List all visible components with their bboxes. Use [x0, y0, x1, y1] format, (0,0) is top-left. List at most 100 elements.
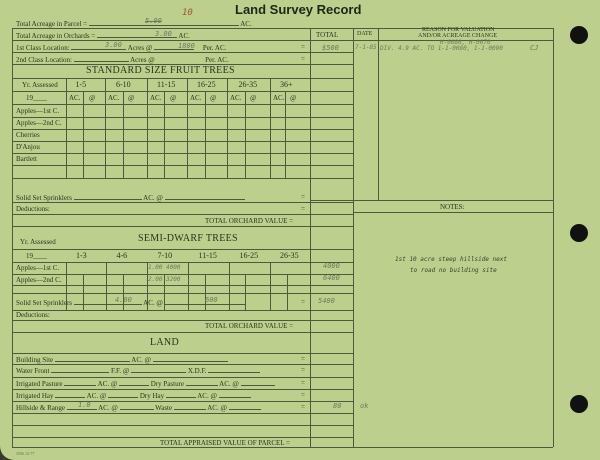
- standard-row-label: Apples—1st C.: [16, 107, 60, 115]
- first-class-acres[interactable]: 3.00: [105, 41, 122, 49]
- standard-range-header: 11-15: [157, 80, 176, 89]
- standard-row-label: Bartlett: [16, 155, 37, 163]
- standard-range-header: 1-5: [75, 80, 87, 89]
- total-appraised-label: TOTAL APPRAISED VALUE OF PARCEL =: [160, 439, 290, 447]
- land-title: LAND: [150, 337, 179, 348]
- row1-total[interactable]: $500: [322, 44, 339, 52]
- unit: AC.: [178, 32, 190, 40]
- deductions-label: Deductions:: [16, 205, 50, 213]
- ac-at: AC. @: [98, 404, 118, 412]
- standard-row-label: Cherries: [16, 131, 40, 139]
- ac-column-header: AC.: [273, 94, 285, 102]
- dry-pasture-label: Dry Pasture: [150, 380, 185, 388]
- semi-total-orchard-label: TOTAL ORCHARD VALUE =: [205, 322, 294, 330]
- semi-sprinklers-label: Solid Set Sprinklers: [16, 299, 73, 307]
- ac-at: AC. @: [143, 194, 163, 202]
- standard-yr-assessed: Yr. Assessed: [22, 81, 58, 89]
- semi-range-header: 1-3: [76, 251, 87, 260]
- semi-sprinklers-rate[interactable]: 600: [205, 296, 218, 304]
- eq: =: [301, 55, 305, 63]
- ac-at: AC. @: [97, 380, 118, 388]
- row1-initials[interactable]: CJ: [530, 44, 539, 52]
- eq: =: [301, 379, 305, 387]
- at-column-header: @: [128, 94, 135, 102]
- semi-row-apples-1st: Apples—1st C.: [16, 264, 60, 272]
- orchards-value[interactable]: 3.00: [155, 30, 172, 38]
- irrigated-hay-label: Irrigated Hay: [16, 392, 54, 400]
- xdf-label: X.D.F.: [187, 367, 207, 375]
- notes-line-1[interactable]: 1st 10 acre steep hillside next: [395, 256, 507, 263]
- semi-range-header: 16-25: [239, 251, 259, 260]
- at-column-header: @: [210, 94, 217, 102]
- per-ac: Per. AC.: [205, 56, 229, 64]
- semi-title: SEMI-DWARF TREES: [138, 233, 238, 244]
- semi-row2-total[interactable]: 6400: [323, 274, 340, 282]
- hillside-total[interactable]: 80: [333, 402, 342, 410]
- second-class-label: 2nd Class Location:: [16, 56, 72, 64]
- eq: =: [301, 298, 305, 306]
- semi-row-apples-2nd: Apples—2nd C.: [16, 276, 62, 284]
- semi-range-header: 11-15: [198, 251, 217, 260]
- building-site-label: Building Site: [16, 356, 54, 364]
- row1-date[interactable]: 7-1-85: [355, 44, 377, 51]
- standard-range-header: 36+: [280, 80, 293, 89]
- ac-at: AC. @: [207, 404, 227, 412]
- semi-yr-assessed: Yr. Assessed: [20, 238, 56, 246]
- semi-deductions-label: Deductions:: [16, 311, 50, 319]
- standard-range-header: 26-35: [238, 80, 258, 89]
- eq: =: [301, 366, 305, 374]
- at-column-header: @: [170, 94, 177, 102]
- at-column-header: @: [250, 94, 257, 102]
- semi-range-header: 7-10: [157, 251, 173, 260]
- hillside-note[interactable]: ok: [360, 402, 369, 410]
- eq: =: [301, 193, 305, 201]
- eq: =: [301, 43, 305, 51]
- row1-reason[interactable]: DIV. 4.9 AC. TO 1-1-0080, 1-1-0090: [380, 45, 503, 52]
- first-class-rate[interactable]: 1800: [178, 42, 195, 50]
- reason-header-1: REASON FOR VALUATION: [422, 27, 495, 33]
- at-column-header: @: [89, 94, 96, 102]
- binder-hole-bottom: [570, 395, 588, 413]
- standard-row-label: Apples—2nd C.: [16, 119, 62, 127]
- date-header: DATE: [357, 31, 373, 37]
- semi-row1-total[interactable]: 4000: [323, 262, 340, 270]
- standard-title: STANDARD SIZE FRUIT TREES: [86, 65, 235, 76]
- ac-column-header: AC.: [108, 94, 120, 102]
- semi-range-header: 4-6: [116, 251, 128, 260]
- row1-reason-top[interactable]: H-0080, H-0070: [440, 39, 491, 46]
- at-column-header: @: [290, 94, 297, 102]
- total-header: TOTAL: [316, 31, 339, 39]
- waste-label: Waste: [155, 404, 173, 412]
- total-parcel-label: Total Acreage in Parcel =: [16, 20, 88, 28]
- standard-range-header: 6-10: [116, 80, 131, 89]
- ac-column-header: AC.: [190, 94, 202, 102]
- hillside-ac[interactable]: 1.0: [78, 401, 91, 409]
- ac-at: AC. @: [131, 356, 151, 364]
- semi-sprinklers-ac[interactable]: 4.00: [115, 296, 132, 304]
- ac-at: AC. @: [219, 380, 239, 388]
- semi-row2-7-10[interactable]: 2.00 3200: [148, 276, 181, 283]
- notes-header: NOTES:: [440, 203, 465, 211]
- total-parcel-corrected[interactable]: 10: [182, 8, 193, 18]
- dry-hay-label: Dry Hay: [139, 392, 165, 400]
- ac-column-header: AC.: [69, 94, 81, 102]
- unit: AC.: [240, 20, 252, 28]
- ac-at: AC. @: [197, 392, 217, 400]
- semi-sprinklers-total[interactable]: 5400: [318, 297, 335, 305]
- standard-range-header: 16-25: [197, 80, 216, 89]
- reason-header-2: AND/OR ACREAGE CHANGE: [418, 33, 498, 39]
- ac-column-header: AC.: [150, 94, 162, 102]
- water-front-label: Water Front: [16, 367, 50, 375]
- irrigated-pasture-label: Irrigated Pasture: [16, 380, 63, 388]
- semi-range-header: 26-35: [280, 251, 299, 260]
- semi-year: 19____: [26, 252, 47, 260]
- notes-line-2[interactable]: to road no building site: [410, 267, 497, 274]
- binder-hole-middle: [570, 224, 588, 242]
- ac-column-header: AC.: [230, 94, 242, 102]
- acres-at: Acres @: [130, 56, 155, 64]
- semi-row1-7-10[interactable]: 1.00 4000: [148, 264, 181, 271]
- form-title: Land Survey Record: [235, 2, 362, 17]
- total-parcel-value[interactable]: 5.00: [145, 17, 162, 25]
- standard-row-label: D'Anjou: [16, 143, 40, 151]
